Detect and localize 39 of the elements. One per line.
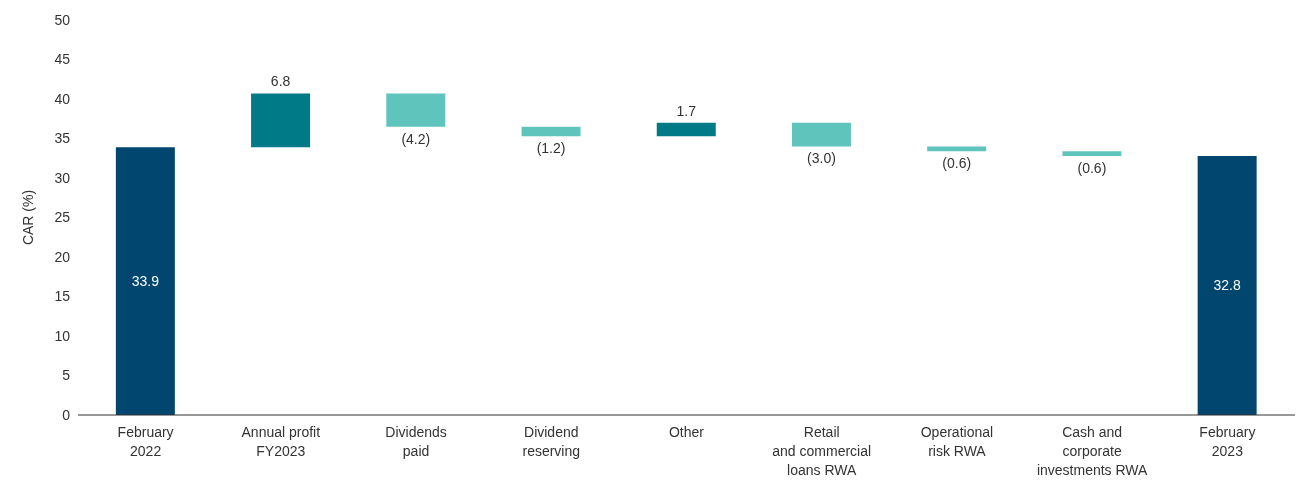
data-label: (4.2) bbox=[401, 130, 431, 147]
data-label: 6.8 bbox=[270, 73, 291, 90]
x-tick-label: Dividends paid bbox=[385, 424, 447, 459]
x-tick-label: Operational risk RWA bbox=[920, 424, 994, 459]
y-tick-label: 50 bbox=[54, 11, 71, 28]
bar bbox=[251, 93, 311, 148]
x-tick-label: February 2023 bbox=[1199, 424, 1256, 459]
y-tick-label: 5 bbox=[62, 367, 71, 384]
bar bbox=[1197, 155, 1257, 415]
data-label: 33.9 bbox=[131, 273, 160, 290]
y-tick-label: 15 bbox=[54, 288, 71, 305]
data-label: 32.8 bbox=[1213, 277, 1241, 294]
x-tick-label: February 2022 bbox=[117, 424, 174, 459]
data-label: 1.7 bbox=[676, 102, 697, 119]
y-tick-label: 25 bbox=[54, 209, 71, 226]
x-tick-label: Other bbox=[668, 424, 705, 440]
bar bbox=[791, 122, 851, 147]
y-axis-title: CAR (%) bbox=[19, 189, 36, 246]
y-tick-label: 35 bbox=[54, 130, 71, 147]
data-label: (0.6) bbox=[942, 155, 972, 172]
y-tick-label: 20 bbox=[54, 248, 71, 265]
y-tick-label: 30 bbox=[54, 169, 71, 186]
y-tick-label: 10 bbox=[54, 327, 71, 344]
data-label: (0.6) bbox=[1077, 159, 1107, 176]
bar bbox=[521, 126, 581, 137]
bar bbox=[115, 147, 175, 415]
x-tick-label: Cash and corporate investments RWA bbox=[1036, 424, 1149, 478]
bar bbox=[386, 93, 446, 127]
y-tick-label: 40 bbox=[54, 90, 71, 107]
x-tick-label: Retail and commercial loans RWA bbox=[772, 424, 872, 478]
x-tick-label: Annual profit FY2023 bbox=[241, 424, 321, 459]
bar bbox=[1062, 151, 1122, 156]
bar bbox=[927, 146, 987, 152]
y-tick-label: 45 bbox=[54, 51, 71, 68]
data-label: (1.2) bbox=[536, 140, 566, 157]
y-tick-label: 0 bbox=[62, 406, 71, 423]
bar bbox=[656, 122, 716, 137]
x-tick-label: Dividend reserving bbox=[522, 424, 581, 459]
data-label: (3.0) bbox=[807, 150, 836, 167]
